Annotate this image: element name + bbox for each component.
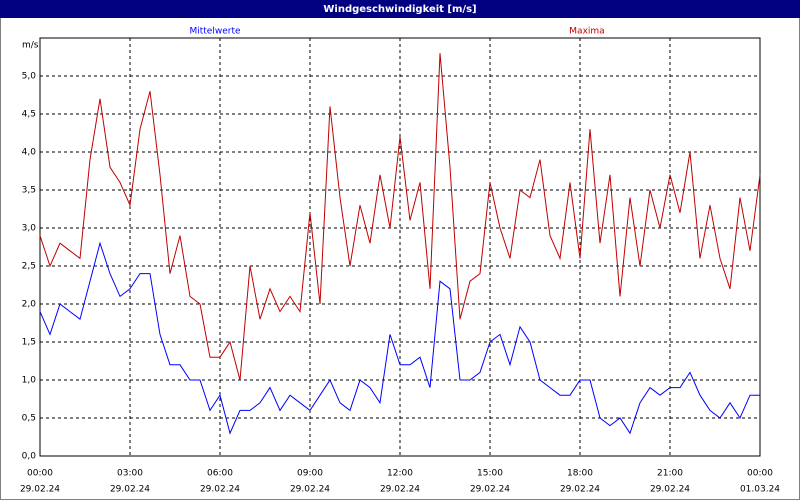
legend-entry: Mittelwerte	[189, 27, 240, 37]
y-tick-label: 2,5	[22, 262, 36, 272]
legend-entry: Maxima	[569, 27, 604, 37]
y-tick-label: 4,0	[22, 148, 37, 158]
y-tick-label: 5,0	[22, 72, 37, 82]
x-tick-date: 29.02.24	[380, 485, 420, 495]
plot-frame	[39, 37, 761, 457]
x-tick-date: 29.02.24	[470, 485, 510, 495]
chart-title: Windgeschwindigkeit [m/s]	[323, 4, 476, 15]
title-bar	[0, 0, 800, 18]
x-tick-date: 29.02.24	[560, 485, 600, 495]
x-tick-label: 09:00	[297, 469, 323, 479]
y-unit: m/s	[22, 41, 39, 51]
y-tick-label: 1,5	[22, 338, 36, 348]
y-tick-label: 3,0	[22, 224, 37, 234]
x-tick-date: 29.02.24	[200, 485, 240, 495]
x-tick-label: 06:00	[207, 469, 233, 479]
x-tick-label: 03:00	[117, 469, 143, 479]
x-tick-label: 00:00	[27, 469, 53, 479]
y-tick-label: 0,0	[22, 452, 37, 462]
y-tick-label: 1,0	[22, 376, 37, 386]
x-tick-date: 01.03.24	[740, 485, 780, 495]
x-tick-label: 00:00	[747, 469, 773, 479]
x-tick-label: 15:00	[477, 469, 503, 479]
x-tick-label: 18:00	[567, 469, 593, 479]
data-line	[39, 53, 761, 381]
x-tick-label: 21:00	[657, 469, 683, 479]
x-tick-date: 29.02.24	[290, 485, 330, 495]
y-tick-label: 4,5	[22, 110, 36, 120]
data-line	[39, 241, 760, 435]
x-tick-date: 29.02.24	[20, 485, 60, 495]
x-tick-date: 29.02.24	[650, 485, 690, 495]
y-tick-label: 3,5	[22, 186, 36, 196]
x-tick-date: 29.02.24	[110, 485, 150, 495]
x-tick-label: 12:00	[387, 469, 413, 479]
y-tick-label: 0,5	[22, 414, 36, 424]
y-tick-label: 2,0	[22, 300, 37, 310]
